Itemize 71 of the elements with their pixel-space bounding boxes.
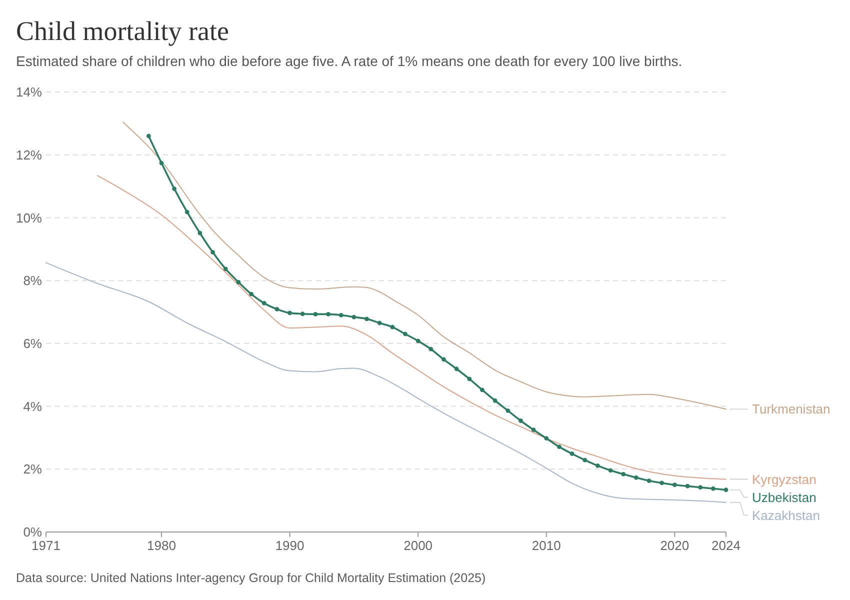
y-tick-label: 10% [16,210,42,226]
point [249,292,254,296]
point [352,314,356,320]
y-tick-label: 6% [23,336,42,351]
point [685,484,690,488]
point [634,475,638,480]
line-series [96,175,726,480]
point [364,316,369,322]
point [454,366,459,372]
point [596,463,600,468]
x-tick-label: 1971 [32,538,60,553]
point [544,436,549,441]
point [274,306,280,312]
point [442,357,446,362]
point [582,458,588,462]
point [146,134,151,138]
point [377,320,382,326]
point [338,312,344,318]
x-tick-label: 1980 [147,538,176,553]
point [518,418,523,423]
point [608,468,613,473]
point [531,428,536,432]
series-label: Uzbekistan [752,490,816,505]
y-tick-label: 4% [23,398,42,414]
x-tick-label: 2020 [660,538,690,553]
point [288,310,292,316]
point [390,324,395,330]
point [480,388,484,392]
chart-subtitle: Estimated share of children who die before age five. A rate of 1% means one death for every 100 live births. [16,53,682,69]
point [236,280,241,284]
point [223,266,228,272]
point [710,486,716,491]
point [403,332,408,336]
y-tick-label: 12% [16,147,42,162]
chart-title: Child mortality rate [16,16,229,46]
point [313,312,318,316]
point [492,398,498,403]
x-tick-label: 1990 [275,538,304,553]
point [506,408,510,413]
x-tick-label: 2010 [532,538,561,553]
point [184,210,190,214]
y-tick-label: 8% [23,273,42,288]
y-tick-label: 14% [16,84,42,100]
text: Kyrgyzstan [752,472,816,487]
point [198,230,202,236]
point [557,444,562,450]
point [672,482,677,488]
text: Kazakhstan [752,508,820,523]
x-tick-label: 2000 [404,538,433,553]
point [646,478,652,483]
point [210,250,215,254]
x-tick-label: 2024 [712,538,740,553]
point [660,480,664,486]
point [262,301,266,306]
y-tick-label: 0% [23,524,42,540]
source-note: Data source: United Nations Inter-agency Group for Child Mortality Estimation (2025) [16,571,486,585]
point [467,376,472,382]
line-series [122,122,726,410]
point [326,312,330,316]
point [300,312,305,316]
text: Turkmenistan [752,402,830,417]
y-tick-label: 2% [23,462,42,477]
point [724,488,728,492]
point [698,485,703,490]
point [570,452,574,456]
point [428,346,434,352]
line-series [46,262,726,503]
point [416,338,420,344]
point [172,186,176,191]
point [621,472,626,476]
point [159,160,164,166]
